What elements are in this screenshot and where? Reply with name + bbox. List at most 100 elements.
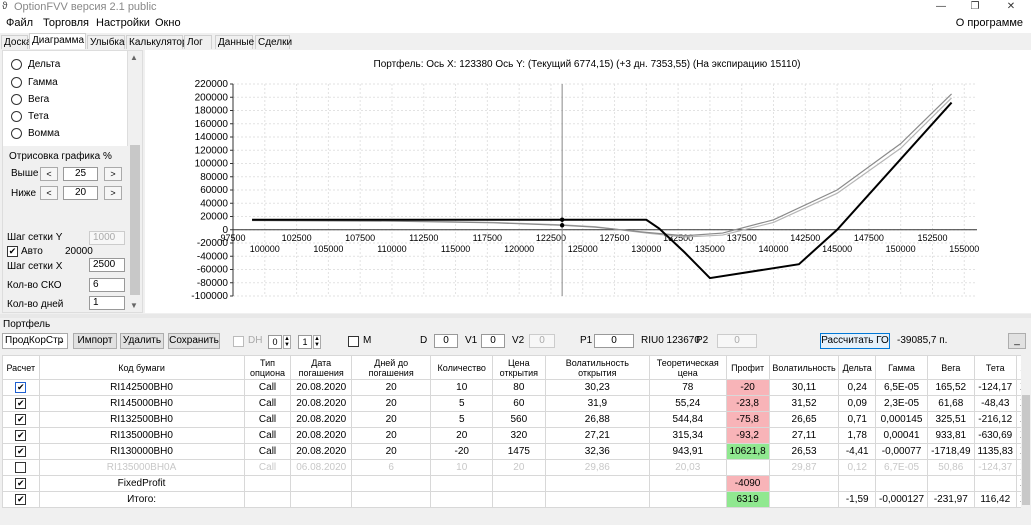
panel-splitter[interactable]	[0, 314, 1031, 318]
radio-vomma[interactable]: Вомма	[11, 128, 60, 139]
col-days[interactable]: Дней до погашения	[350, 355, 432, 380]
calc-checkbox-cell[interactable]: ✔	[2, 379, 40, 396]
scroll-up-icon[interactable]: ▲	[130, 53, 138, 62]
menu-trading[interactable]: Торговля	[43, 17, 89, 29]
table-scrollbar[interactable]	[1021, 355, 1031, 515]
dh-checkbox[interactable]	[233, 336, 244, 347]
tab-diagram[interactable]: Диаграмма	[29, 33, 86, 49]
radio-delta[interactable]: Дельта	[11, 59, 60, 70]
menu-settings[interactable]: Настройки	[96, 17, 150, 29]
import-button[interactable]: Импорт	[73, 333, 117, 349]
calc-checkbox[interactable]	[15, 461, 27, 473]
calc-checkbox[interactable]: ✔	[15, 493, 27, 505]
col-calc[interactable]: Расчет	[2, 355, 40, 380]
above-field[interactable]: 25	[63, 167, 98, 181]
tab-calculator[interactable]: Калькулятор	[126, 35, 188, 49]
sko-field[interactable]: 6	[89, 278, 125, 292]
grid-y-field[interactable]: 1000	[89, 231, 125, 245]
tab-data[interactable]: Данные	[215, 35, 254, 49]
col-date[interactable]: Дата погашения	[290, 355, 352, 380]
table-row[interactable]: RI135000BH0A Call 06.08.2020 6 10 20 29,86 20,0…	[2, 459, 1031, 476]
col-price[interactable]: Цена открытия	[492, 355, 546, 380]
table-row[interactable]: ✔ RI145000BH0 Call 20.08.2020 20 5 60 31,9 55,24…	[2, 395, 1031, 412]
scroll-down-icon[interactable]: ▼	[130, 301, 138, 310]
p1-field[interactable]: 0	[594, 334, 634, 348]
save-button[interactable]: Сохранить	[168, 333, 220, 349]
col-gamma[interactable]: Гамма	[875, 355, 929, 380]
calc-checkbox-cell[interactable]	[2, 459, 40, 476]
below-decrease-button[interactable]: <	[40, 186, 58, 200]
spin-updown-icon[interactable]: ▲ ▼	[283, 335, 291, 349]
dh-spin1-field[interactable]: 0	[268, 335, 282, 349]
col-vol-open[interactable]: Волатильность открытия	[544, 355, 651, 380]
days-field[interactable]: 1	[89, 296, 125, 310]
y-tick-label: 220000	[195, 79, 229, 90]
below-field[interactable]: 20	[63, 186, 98, 200]
calc-checkbox-cell[interactable]: ✔	[2, 427, 40, 444]
col-qty[interactable]: Количество	[430, 355, 494, 380]
settings-scrollbar[interactable]: ▲ ▼	[128, 51, 142, 312]
table-row[interactable]: ✔ RI132500BH0 Call 20.08.2020 20 5 560 26,88 544…	[2, 411, 1031, 428]
calculate-go-button[interactable]: Рассчитать ГО	[820, 333, 890, 349]
scroll-thumb[interactable]	[1022, 395, 1030, 505]
below-increase-button[interactable]: >	[104, 186, 122, 200]
calc-checkbox-cell[interactable]: ✔	[2, 411, 40, 428]
col-code[interactable]: Код бумаги	[38, 355, 245, 380]
scroll-thumb[interactable]	[130, 145, 140, 295]
col-theta[interactable]: Тета	[973, 355, 1017, 380]
maximize-button[interactable]: ❐	[970, 1, 980, 12]
payoff-chart-area[interactable]: Портфель: Ось X: 123380 Ось Y: (Текущий …	[145, 50, 1031, 313]
calc-checkbox[interactable]: ✔	[15, 445, 27, 457]
calc-checkbox[interactable]: ✔	[15, 429, 27, 441]
portfolio-select[interactable]: ПродКорСтр ⌄	[2, 333, 68, 349]
table-row[interactable]: ✔ RI142500BH0 Call 20.08.2020 20 10 80 30,23 78-…	[2, 379, 1031, 396]
tab-log[interactable]: Лог	[184, 35, 212, 49]
calc-checkbox-cell[interactable]: ✔	[2, 475, 40, 492]
table-row[interactable]: ✔ RI130000BH0 Call 20.08.2020 20 -20 1475 32,36…	[2, 443, 1031, 460]
minimize-button[interactable]: —	[936, 1, 946, 12]
spin-updown-icon[interactable]: ▲ ▼	[313, 335, 321, 349]
y-tick-label: -80000	[197, 278, 229, 289]
delete-button[interactable]: Удалить	[120, 333, 164, 349]
calc-checkbox[interactable]: ✔	[15, 413, 27, 425]
menu-window[interactable]: Окно	[155, 17, 181, 29]
auto-checkbox[interactable]: ✔	[7, 246, 18, 257]
radio-theta[interactable]: Тета	[11, 111, 49, 122]
tab-deals[interactable]: Сделки	[255, 35, 292, 49]
calc-checkbox[interactable]: ✔	[15, 381, 27, 393]
cell-theo: 943,91	[649, 443, 727, 460]
dh-spin2-field[interactable]: 1	[298, 335, 312, 349]
menu-about[interactable]: О программе	[955, 17, 1023, 29]
col-vega[interactable]: Вега	[927, 355, 975, 380]
menu-file[interactable]: Файл	[6, 17, 34, 29]
col-profit[interactable]: Профит	[725, 355, 770, 380]
radio-gamma[interactable]: Гамма	[11, 77, 58, 88]
v2-field[interactable]: 0	[529, 334, 555, 348]
table-row[interactable]: ✔ RI135000BH0 Call 20.08.2020 20 20 320 27,21 31…	[2, 427, 1031, 444]
above-decrease-button[interactable]: <	[40, 167, 58, 181]
calc-checkbox-cell[interactable]: ✔	[2, 395, 40, 412]
grid-x-field[interactable]: 2500	[89, 258, 125, 272]
collapse-button[interactable]: _	[1008, 333, 1026, 349]
close-button[interactable]: ✕	[1006, 1, 1016, 12]
tab-board[interactable]: Доска	[1, 35, 32, 49]
above-increase-button[interactable]: >	[104, 167, 122, 181]
p2-field[interactable]: 0	[717, 334, 757, 348]
tab-smile[interactable]: Улыбка	[87, 35, 125, 49]
m-checkbox[interactable]	[348, 336, 359, 347]
calc-checkbox-cell[interactable]: ✔	[2, 491, 40, 508]
payoff-chart[interactable]: Портфель: Ось X: 123380 Ось Y: (Текущий …	[145, 50, 1031, 313]
d-field[interactable]: 0	[434, 334, 458, 348]
col-type[interactable]: Тип опциона	[243, 355, 292, 380]
col-delta[interactable]: Дельта	[838, 355, 877, 380]
v1-field[interactable]: 0	[481, 334, 505, 348]
calc-checkbox[interactable]: ✔	[15, 397, 27, 409]
table-row[interactable]: ✔FixedProfit-4090X	[2, 475, 1031, 492]
col-vol[interactable]: Волатильность	[768, 355, 840, 380]
calc-checkbox-cell[interactable]: ✔	[2, 443, 40, 460]
horizontal-scrollbar[interactable]	[2, 515, 1021, 525]
calc-checkbox[interactable]: ✔	[15, 477, 27, 489]
radio-vega[interactable]: Вега	[11, 94, 49, 105]
col-theo[interactable]: Теоретическая цена	[649, 355, 727, 380]
